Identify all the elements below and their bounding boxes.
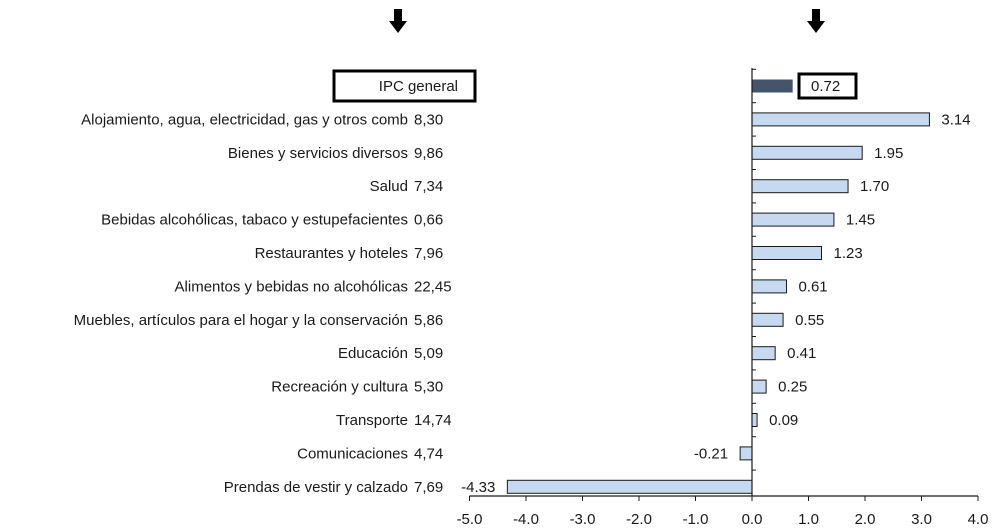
x-tick-label: 1.0	[798, 511, 819, 528]
x-tick-label: 3.0	[911, 511, 932, 528]
value-label: 0.41	[787, 345, 816, 362]
weight-label: 22,45	[414, 278, 452, 295]
weight-label: 9,86	[414, 145, 443, 162]
category-label: IPC general	[379, 78, 458, 95]
value-label: 1.70	[860, 178, 889, 195]
weight-label: 5,30	[414, 379, 443, 396]
category-label: Educación	[338, 345, 408, 362]
weight-label: 8,30	[414, 111, 443, 128]
value-label: 1.23	[833, 245, 862, 262]
category-label: Alimentos y bebidas no alcohólicas	[175, 278, 408, 295]
category-label: Recreación y cultura	[271, 379, 408, 396]
bar	[751, 379, 767, 394]
x-tick-label: 2.0	[855, 511, 876, 528]
category-label: Alojamiento, agua, electricidad, gas y o…	[81, 111, 408, 128]
category-label: Salud	[370, 178, 408, 195]
bar	[751, 179, 849, 194]
weight-label: 5,86	[414, 312, 443, 329]
category-label: Bebidas alcohólicas, tabaco y estupefaci…	[101, 212, 408, 229]
weight-label: 7,96	[414, 245, 443, 262]
category-label: Prendas de vestir y calzado	[224, 479, 408, 496]
weight-label: 5,09	[414, 345, 443, 362]
category-arrow-icon	[389, 9, 407, 33]
category-label: Restaurantes y hoteles	[255, 245, 408, 262]
bar	[739, 446, 753, 461]
bar	[751, 346, 776, 361]
bar	[751, 212, 835, 227]
x-tick-label: -5.0	[457, 511, 483, 528]
category-label: Comunicaciones	[297, 445, 408, 462]
bar	[752, 79, 793, 93]
bar	[751, 145, 863, 160]
x-tick-label: 0.0	[742, 511, 763, 528]
value-label: 0.25	[778, 379, 807, 396]
weight-label: 0,66	[414, 212, 443, 229]
value-label: 0.55	[795, 312, 824, 329]
value-label: 0.09	[769, 412, 798, 429]
weight-label: 7,69	[414, 479, 443, 496]
value-arrow-icon	[807, 9, 825, 33]
highlight-box-category	[332, 69, 477, 103]
x-tick-label: -1.0	[683, 511, 709, 528]
bar	[751, 279, 787, 294]
bar	[751, 312, 784, 327]
category-label: Bienes y servicios diversos	[228, 145, 408, 162]
value-label: -4.33	[461, 479, 495, 496]
value-label: 1.95	[874, 145, 903, 162]
weight-label: 7,34	[414, 178, 443, 195]
value-label: 0.61	[798, 278, 827, 295]
category-label: Muebles, artículos para el hogar y la co…	[74, 312, 408, 329]
category-label: Transporte	[336, 412, 408, 429]
value-label: 1.45	[846, 212, 875, 229]
weight-label: 14,74	[414, 412, 452, 429]
x-tick-label: -4.0	[513, 511, 539, 528]
value-label: -0.21	[694, 445, 728, 462]
x-tick-label: 4.0	[968, 511, 989, 528]
bar	[751, 246, 822, 260]
bar	[751, 413, 758, 427]
highlight-box-value	[797, 72, 858, 100]
bar	[506, 479, 753, 494]
value-label: 0.72	[811, 78, 840, 95]
x-tick-label: -3.0	[570, 511, 596, 528]
bar	[751, 112, 930, 127]
x-tick-label: -2.0	[626, 511, 652, 528]
weight-label: 4,74	[414, 445, 443, 462]
value-label: 3.14	[941, 111, 970, 128]
